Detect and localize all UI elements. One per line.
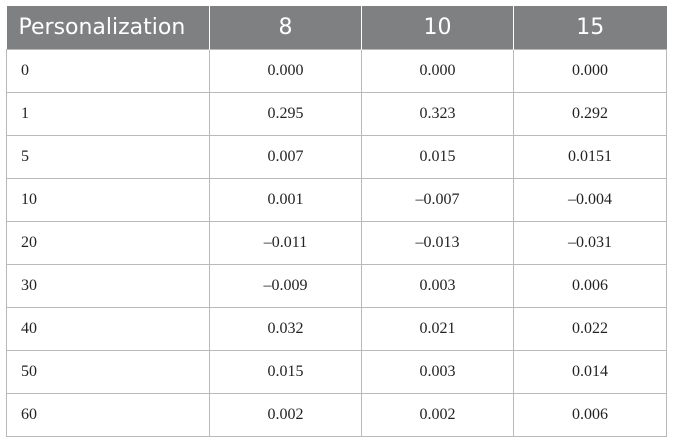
table-cell: 0.002 [361,393,514,437]
table-cell: 0.001 [209,178,362,222]
header-personalization: Personalization [6,6,210,50]
table-cell: 0.014 [513,350,667,394]
header-col-10: 10 [361,6,514,50]
table-row: 50 0.015 0.003 0.014 [6,350,667,394]
table-cell: 0.006 [513,264,667,308]
table-cell: 0.000 [361,49,514,93]
table-cell: 0.015 [361,135,514,179]
table-cell: –0.011 [209,221,362,265]
table-row: 1 0.295 0.323 0.292 [6,92,667,136]
table-cell: 0.003 [361,264,514,308]
table-cell: 0.015 [209,350,362,394]
row-label: 60 [6,393,210,437]
table-cell: –0.013 [361,221,514,265]
table-cell: –0.009 [209,264,362,308]
row-label: 10 [6,178,210,222]
table-row: 0 0.000 0.000 0.000 [6,49,667,93]
header-col-15: 15 [513,6,667,50]
table-row: 40 0.032 0.021 0.022 [6,307,667,351]
table-cell: 0.323 [361,92,514,136]
table-cell: 0.032 [209,307,362,351]
table-cell: –0.007 [361,178,514,222]
table-row: 10 0.001 –0.007 –0.004 [6,178,667,222]
row-label: 0 [6,49,210,93]
table-body: 0 0.000 0.000 0.000 1 0.295 0.323 0.292 … [6,49,667,437]
table-row: 30 –0.009 0.003 0.006 [6,264,667,308]
table-cell: 0.0151 [513,135,667,179]
table-row: 60 0.002 0.002 0.006 [6,393,667,437]
table-cell: –0.004 [513,178,667,222]
data-table: Personalization 8 10 15 0 0.000 0.000 0.… [6,6,667,437]
table-cell: 0.022 [513,307,667,351]
data-table-container: Personalization 8 10 15 0 0.000 0.000 0.… [6,6,667,437]
table-cell: 0.021 [361,307,514,351]
table-cell: 0.003 [361,350,514,394]
table-cell: 0.000 [513,49,667,93]
row-label: 20 [6,221,210,265]
table-row: 5 0.007 0.015 0.0151 [6,135,667,179]
row-label: 40 [6,307,210,351]
table-header: Personalization 8 10 15 [6,6,667,50]
table-cell: 0.292 [513,92,667,136]
table-row: 20 –0.011 –0.013 –0.031 [6,221,667,265]
header-row: Personalization 8 10 15 [6,6,667,50]
table-cell: –0.031 [513,221,667,265]
header-col-8: 8 [209,6,362,50]
row-label: 30 [6,264,210,308]
row-label: 5 [6,135,210,179]
row-label: 50 [6,350,210,394]
table-cell: 0.002 [209,393,362,437]
table-cell: 0.295 [209,92,362,136]
row-label: 1 [6,92,210,136]
table-cell: 0.000 [209,49,362,93]
table-cell: 0.007 [209,135,362,179]
table-cell: 0.006 [513,393,667,437]
